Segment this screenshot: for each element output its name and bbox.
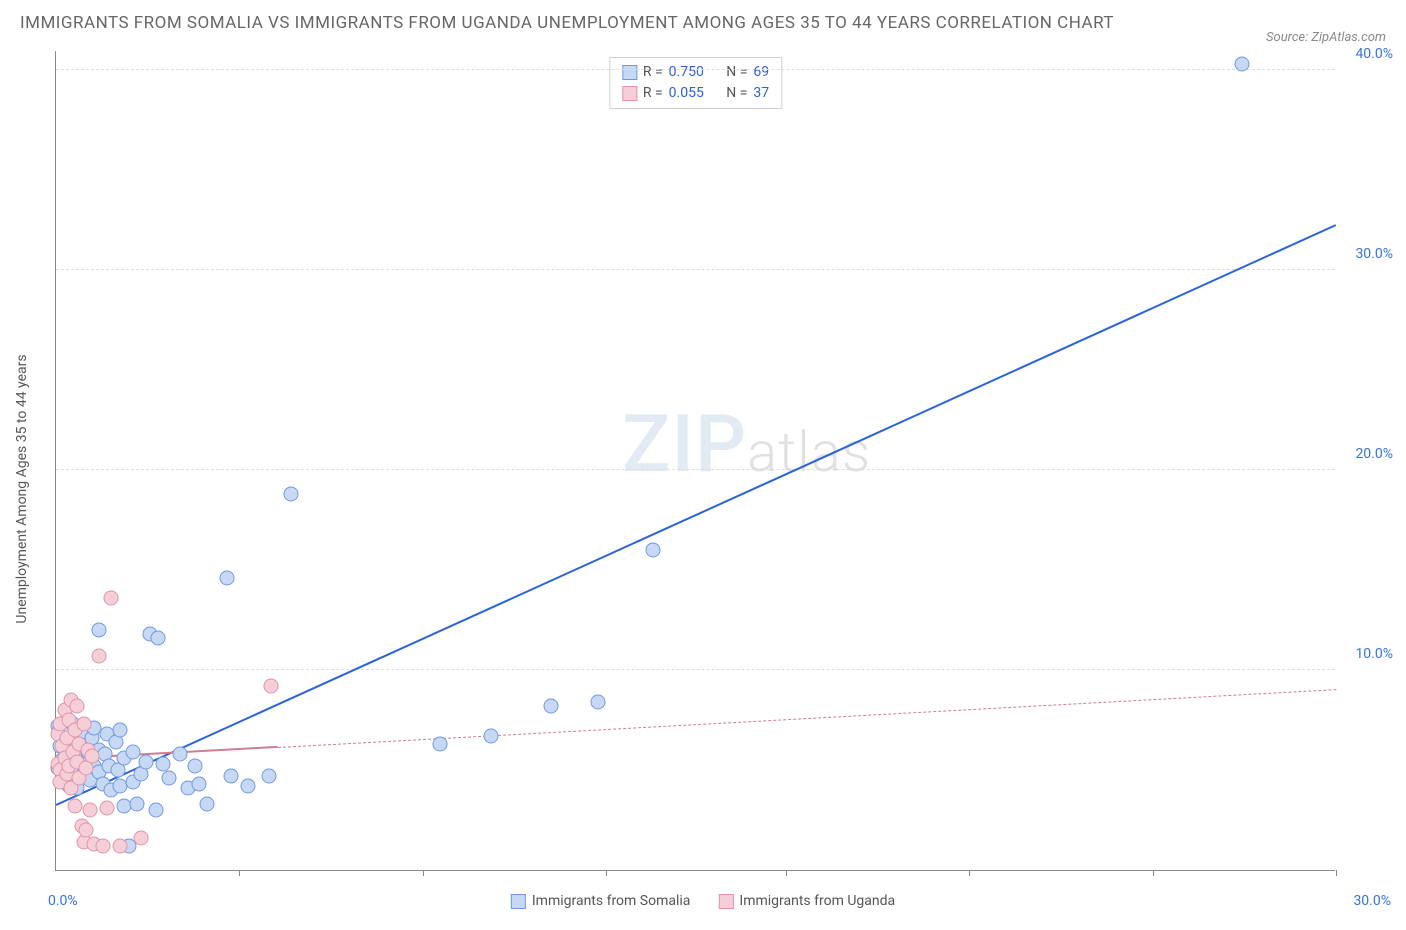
gridline (56, 269, 1335, 270)
plot-region: ZIPatlas R = 0.750 N = 69R = 0.055 N = 3… (55, 51, 1335, 871)
x-tick (1153, 870, 1154, 876)
legend-swatch (718, 894, 733, 909)
data-point (138, 755, 153, 770)
data-point (151, 631, 166, 646)
source-attribution: Source: ZipAtlas.com (1266, 10, 1386, 45)
legend-n-key: N = (726, 62, 747, 83)
watermark: ZIPatlas (622, 397, 871, 491)
legend-item: Immigrants from Uganda (718, 893, 895, 909)
x-axis-origin-label: 0.0% (48, 893, 78, 909)
data-point (484, 729, 499, 744)
gridline (56, 69, 1335, 70)
legend-swatch (511, 894, 526, 909)
data-point (191, 777, 206, 792)
legend-r-key: R = (643, 62, 663, 83)
series-legend: Immigrants from Somalia Immigrants from U… (511, 893, 895, 909)
chart-area: Unemployment Among Ages 35 to 44 years Z… (10, 51, 1396, 911)
x-tick (786, 870, 787, 876)
data-point (162, 771, 177, 786)
data-point (433, 737, 448, 752)
data-point (85, 749, 100, 764)
legend-n-value: 69 (753, 62, 769, 83)
data-point (155, 757, 170, 772)
legend-n-value: 37 (753, 83, 769, 104)
data-point (200, 797, 215, 812)
x-tick (969, 870, 970, 876)
x-tick (239, 870, 240, 876)
legend-swatch (622, 65, 637, 80)
data-point (100, 801, 115, 816)
data-point (264, 679, 279, 694)
y-tick-label: 10.0% (1355, 646, 1393, 662)
data-point (262, 769, 277, 784)
chart-header: IMMIGRANTS FROM SOMALIA VS IMMIGRANTS FR… (10, 10, 1396, 51)
y-tick-label: 20.0% (1355, 446, 1393, 462)
data-point (91, 649, 106, 664)
data-point (187, 759, 202, 774)
y-axis-label: Unemployment Among Ages 35 to 44 years (14, 354, 30, 623)
data-point (113, 839, 128, 854)
gridline (56, 469, 1335, 470)
data-point (104, 591, 119, 606)
data-point (1235, 57, 1250, 72)
correlation-legend: R = 0.750 N = 69R = 0.055 N = 37 (609, 57, 782, 109)
data-point (134, 831, 149, 846)
data-point (219, 571, 234, 586)
legend-swatch (622, 86, 637, 101)
data-point (223, 769, 238, 784)
y-tick-label: 30.0% (1355, 246, 1393, 262)
legend-stat-row: R = 0.750 N = 69 (622, 62, 769, 83)
data-point (78, 823, 93, 838)
legend-stat-row: R = 0.055 N = 37 (622, 83, 769, 104)
data-point (113, 723, 128, 738)
legend-r-value: 0.750 (669, 62, 704, 83)
data-point (95, 839, 110, 854)
legend-n-key: N = (726, 83, 747, 104)
data-point (125, 745, 140, 760)
legend-label: Immigrants from Uganda (739, 893, 895, 909)
data-point (130, 797, 145, 812)
legend-r-value: 0.055 (669, 83, 704, 104)
data-point (543, 699, 558, 714)
y-tick-label: 40.0% (1355, 46, 1393, 62)
legend-r-key: R = (643, 83, 663, 104)
legend-label: Immigrants from Somalia (532, 893, 691, 909)
data-point (283, 487, 298, 502)
chart-title: IMMIGRANTS FROM SOMALIA VS IMMIGRANTS FR… (20, 10, 1114, 36)
data-point (241, 779, 256, 794)
x-tick (606, 870, 607, 876)
data-point (91, 623, 106, 638)
x-tick (1336, 870, 1337, 876)
gridline (56, 669, 1335, 670)
data-point (76, 717, 91, 732)
x-tick (423, 870, 424, 876)
data-point (83, 803, 98, 818)
trendline (56, 224, 1337, 806)
legend-item: Immigrants from Somalia (511, 893, 691, 909)
data-point (590, 695, 605, 710)
x-axis-max-label: 30.0% (1353, 893, 1391, 909)
data-point (646, 543, 661, 558)
data-point (70, 699, 85, 714)
data-point (172, 747, 187, 762)
data-point (149, 803, 164, 818)
data-point (68, 799, 83, 814)
